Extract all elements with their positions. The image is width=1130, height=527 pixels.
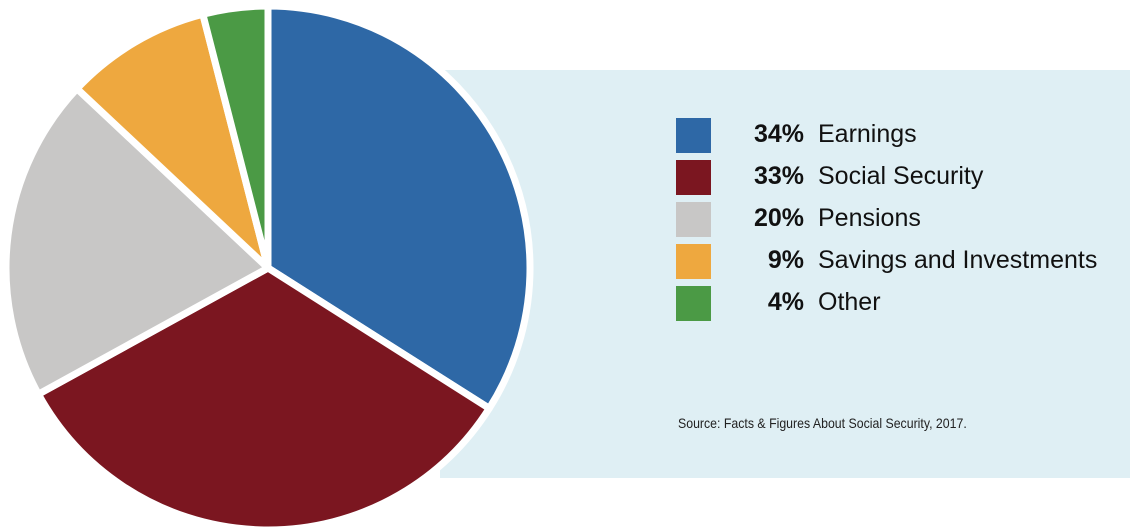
legend-percent: 33% bbox=[753, 162, 804, 190]
legend-percent: 20% bbox=[753, 204, 804, 232]
source-note: Source: Facts & Figures About Social Sec… bbox=[678, 415, 967, 431]
legend-swatch bbox=[676, 160, 711, 195]
legend-swatch bbox=[676, 118, 711, 153]
legend-label: Pensions bbox=[818, 204, 921, 232]
legend-swatch bbox=[676, 244, 711, 279]
legend-percent: 4% bbox=[767, 288, 804, 316]
legend-label: Earnings bbox=[818, 120, 917, 148]
legend-swatch bbox=[676, 202, 711, 237]
legend-label: Other bbox=[818, 288, 881, 316]
legend-label: Social Security bbox=[818, 162, 984, 190]
pie-slices bbox=[2, 2, 534, 527]
pie-slice-pensions bbox=[2, 85, 272, 398]
legend-panel bbox=[440, 70, 1130, 478]
pie-slice-savings-and-investments bbox=[73, 10, 272, 272]
pie-slice-other bbox=[199, 2, 272, 272]
legend-label: Savings and Investments bbox=[818, 246, 1098, 274]
legend-percent: 9% bbox=[767, 246, 804, 274]
legend-percent: 34% bbox=[753, 120, 804, 148]
legend-swatch bbox=[676, 286, 711, 321]
